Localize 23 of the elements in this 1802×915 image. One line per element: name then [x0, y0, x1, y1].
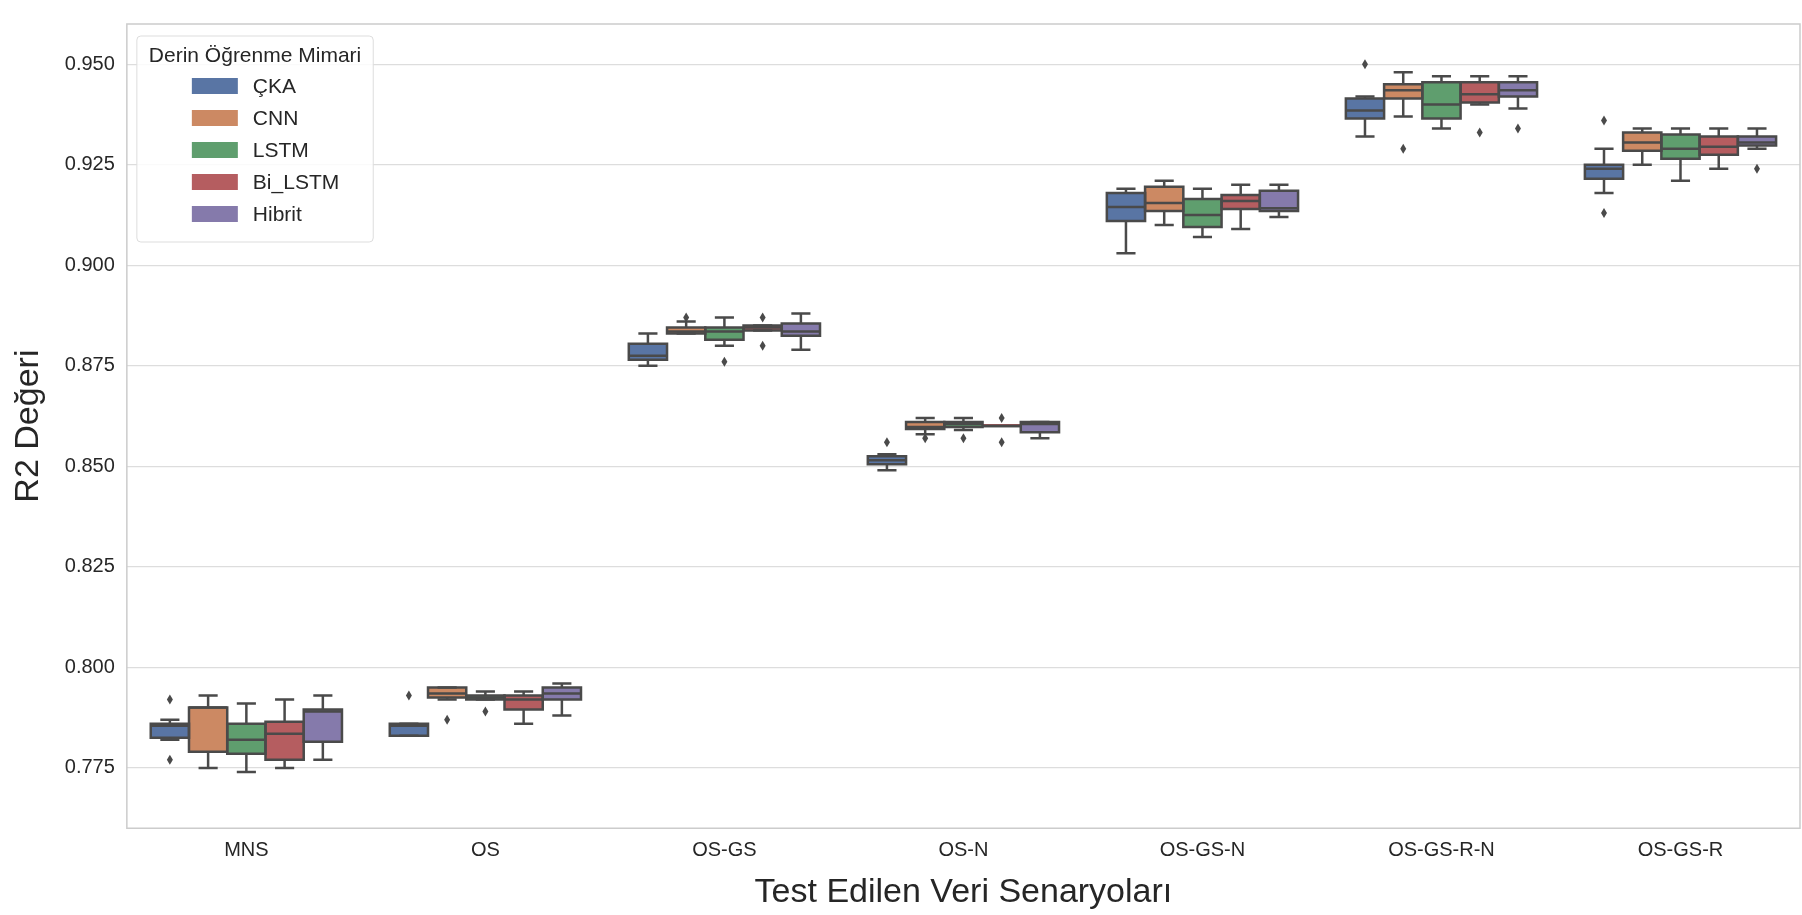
y-tick-label: 0.925: [64, 152, 115, 175]
x-tick-label: OS-GS-R-N: [1388, 837, 1495, 860]
y-tick-label: 0.775: [64, 755, 115, 778]
y-tick-label: 0.900: [64, 252, 115, 275]
x-tick-label: OS: [470, 837, 500, 860]
x-tick-label: MNS: [224, 837, 269, 860]
x-axis-title: Test Edilen Veri Senaryoları: [754, 870, 1173, 909]
x-tick-label: OS-GS: [692, 837, 757, 860]
x-tick-label: OS-N: [938, 837, 989, 860]
y-tick-label: 0.825: [64, 554, 115, 577]
x-tick-label: OS-GS-R: [1637, 837, 1724, 860]
y-tick-label: 0.800: [64, 654, 115, 677]
y-tick-label: 0.850: [64, 453, 115, 476]
legend-label: ÇKA: [252, 73, 297, 97]
y-tick-label: 0.875: [64, 353, 115, 376]
x-tick-label: OS-GS-N: [1159, 837, 1246, 860]
y-axis-title: R2 Değeri: [6, 349, 45, 503]
legend-label: LSTM: [252, 137, 309, 161]
legend-title: Derin Öğrenme Mimari: [148, 42, 362, 66]
legend-label: CNN: [252, 105, 299, 129]
legend-label: Hibrit: [252, 201, 303, 225]
y-tick-label: 0.950: [64, 51, 115, 74]
legend-label: Bi_LSTM: [252, 169, 340, 194]
